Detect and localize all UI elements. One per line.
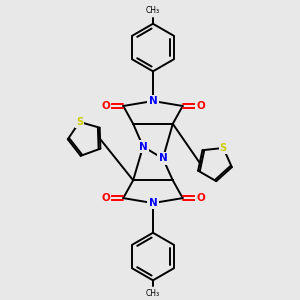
Text: N: N [158, 154, 167, 164]
Text: N: N [148, 96, 157, 106]
Text: CH₃: CH₃ [146, 289, 160, 298]
Text: O: O [101, 193, 110, 203]
Text: O: O [196, 101, 205, 111]
Text: N: N [148, 198, 157, 208]
Text: O: O [101, 101, 110, 111]
Text: O: O [196, 193, 205, 203]
Text: N: N [139, 142, 147, 152]
Text: S: S [76, 117, 83, 127]
Text: CH₃: CH₃ [146, 6, 160, 15]
Text: S: S [220, 143, 227, 153]
